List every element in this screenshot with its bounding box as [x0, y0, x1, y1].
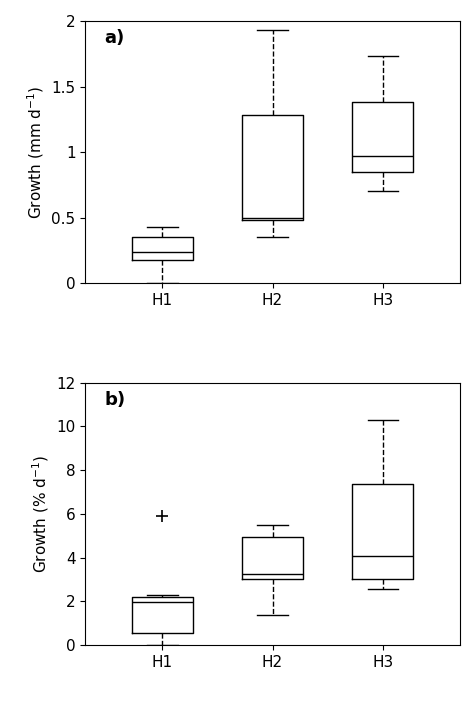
Text: a): a): [104, 29, 124, 47]
Y-axis label: Growth (% d$^{-1}$): Growth (% d$^{-1}$): [30, 455, 51, 573]
Text: b): b): [104, 390, 125, 409]
Y-axis label: Growth (mm d$^{-1}$): Growth (mm d$^{-1}$): [25, 86, 46, 219]
